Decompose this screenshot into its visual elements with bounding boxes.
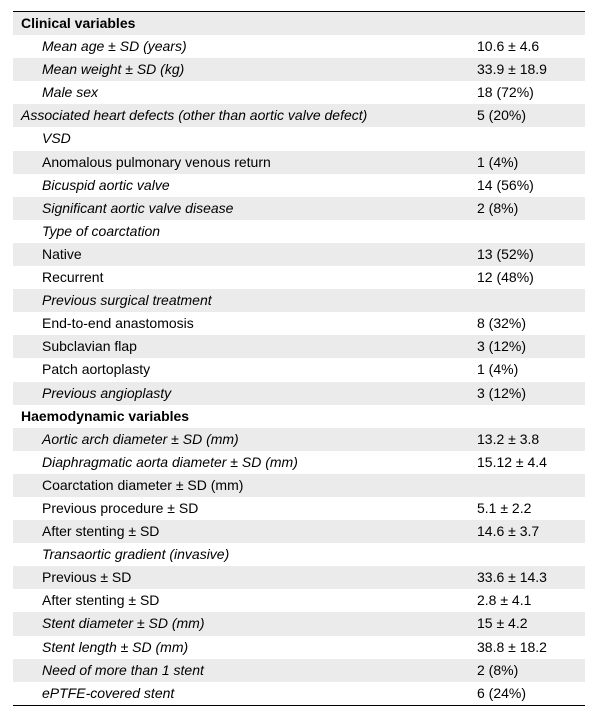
row-label: Associated heart defects (other than aor… [21,107,368,124]
table-row: Type of coarctation [13,220,585,243]
table-row: Aortic arch diameter ± SD (mm) 13.2 ± 3.8 [13,427,585,451]
row-value: 33.9 ± 18.9 [477,61,547,78]
table-row: VSD [13,127,585,150]
table-row: Previous angioplasty 3 (12%) [13,381,585,405]
row-label: After stenting ± SD [42,592,160,609]
row-value: 3 (12%) [477,338,527,355]
row-value: 6 (24%) [477,684,527,701]
row-value: 1 (4%) [477,361,519,378]
row-label: Aortic arch diameter ± SD (mm) [42,430,239,447]
row-value: 2 (8%) [477,661,519,678]
table-row: Clinical variables [13,12,585,36]
row-value: 3 (12%) [477,384,527,401]
table-row: Native 13 (52%) [13,242,585,267]
row-value: 15 ± 4.2 [477,615,528,632]
table-row: After stenting ± SD 2.8 ± 4.1 [13,589,585,612]
table-row: Previous ± SD 33.6 ± 14.3 [13,566,585,590]
table-row: Mean weight ± SD (kg) 33.9 ± 18.9 [13,58,585,82]
row-value: 33.6 ± 14.3 [477,569,547,586]
table-row: End-to-end anastomosis 8 (32%) [13,312,585,335]
data-table: Clinical variables Mean age ± SD (years) 1… [13,11,585,706]
row-label: Diaphragmatic aorta diameter ± SD (mm) [42,453,298,470]
row-label: Recurrent [42,269,104,286]
row-label: Previous procedure ± SD [42,499,199,516]
table-row: Stent diameter ± SD (mm) 15 ± 4.2 [13,612,585,636]
row-label: Bicuspid aortic valve [42,176,170,193]
row-label: Mean weight ± SD (kg) [42,61,185,78]
row-label: Mean age ± SD (years) [42,38,187,55]
table-row: Anomalous pulmonary venous return 1 (4%) [13,150,585,174]
row-label: Need of more than 1 stent [42,661,204,678]
table-row: Stent length ± SD (mm) 38.8 ± 18.2 [13,636,585,659]
row-label: Patch aortoplasty [42,361,151,378]
row-value: 5.1 ± 2.2 [477,499,532,516]
table-row: After stenting ± SD 14.6 ± 3.7 [13,520,585,544]
row-label: Clinical variables [21,15,136,31]
table-row: Subclavian flap 3 (12%) [13,335,585,359]
table-row: ePTFE-covered stent 6 (24%) [13,682,585,705]
table-row: Recurrent 12 (48%) [13,266,585,289]
row-label: Native [42,245,82,262]
table-row: Bicuspid aortic valve 14 (56%) [13,174,585,197]
row-label: VSD [42,130,71,147]
row-label: Previous surgical treatment [42,292,212,309]
row-value: 13 (52%) [477,245,534,262]
table-row: Male sex 18 (72%) [13,81,585,104]
table-row: Diaphragmatic aorta diameter ± SD (mm) 15… [13,451,585,474]
table-row: Associated heart defects (other than aor… [13,104,585,128]
row-label: Stent diameter ± SD (mm) [42,615,205,632]
row-value: 18 (72%) [477,84,534,101]
row-label: Haemodynamic variables [21,407,190,424]
table-row: Haemodynamic variables [13,405,585,428]
row-value: 13.2 ± 3.8 [477,430,540,447]
row-label: Previous angioplasty [42,384,172,401]
table-body: Clinical variables Mean age ± SD (years) 1… [13,12,585,705]
table-row: Transaortic gradient (invasive) [13,543,585,566]
row-label: Subclavian flap [42,338,137,355]
row-value: 38.8 ± 18.2 [477,638,547,655]
row-label: Previous ± SD [42,569,132,586]
row-label: Male sex [42,84,99,101]
table-row: Coarctation diameter ± SD (mm) [13,473,585,497]
table-row: Need of more than 1 stent 2 (8%) [13,658,585,682]
row-value: 1 (4%) [477,153,519,170]
row-value: 2 (8%) [477,199,519,216]
table-row: Patch aortoplasty 1 (4%) [13,358,585,381]
row-value: 14 (56%) [477,176,534,193]
row-label: After stenting ± SD [42,523,160,540]
row-label: Stent length ± SD (mm) [42,638,189,655]
row-label: Type of coarctation [42,222,161,239]
row-label: Coarctation diameter ± SD (mm) [42,476,244,493]
row-value: 12 (48%) [477,269,534,286]
table-row: Significant aortic valve disease 2 (8%) [13,196,585,220]
row-value: 8 (32%) [477,315,527,332]
row-value: 10.6 ± 4.6 [477,38,540,55]
row-value: 5 (20%) [477,107,527,124]
table-row: Previous procedure ± SD 5.1 ± 2.2 [13,497,585,520]
row-value: 2.8 ± 4.1 [477,592,532,609]
row-label: ePTFE-covered stent [42,684,175,701]
table-row: Previous surgical treatment [13,289,585,313]
row-label: Transaortic gradient (invasive) [42,546,230,563]
row-label: Significant aortic valve disease [42,199,234,216]
row-value: 15.12 ± 4.4 [477,453,547,470]
row-label: End-to-end anastomosis [42,315,194,332]
table-row: Mean age ± SD (years) 10.6 ± 4.6 [13,35,585,58]
row-label: Anomalous pulmonary venous return [42,153,271,170]
row-value: 14.6 ± 3.7 [477,523,540,540]
